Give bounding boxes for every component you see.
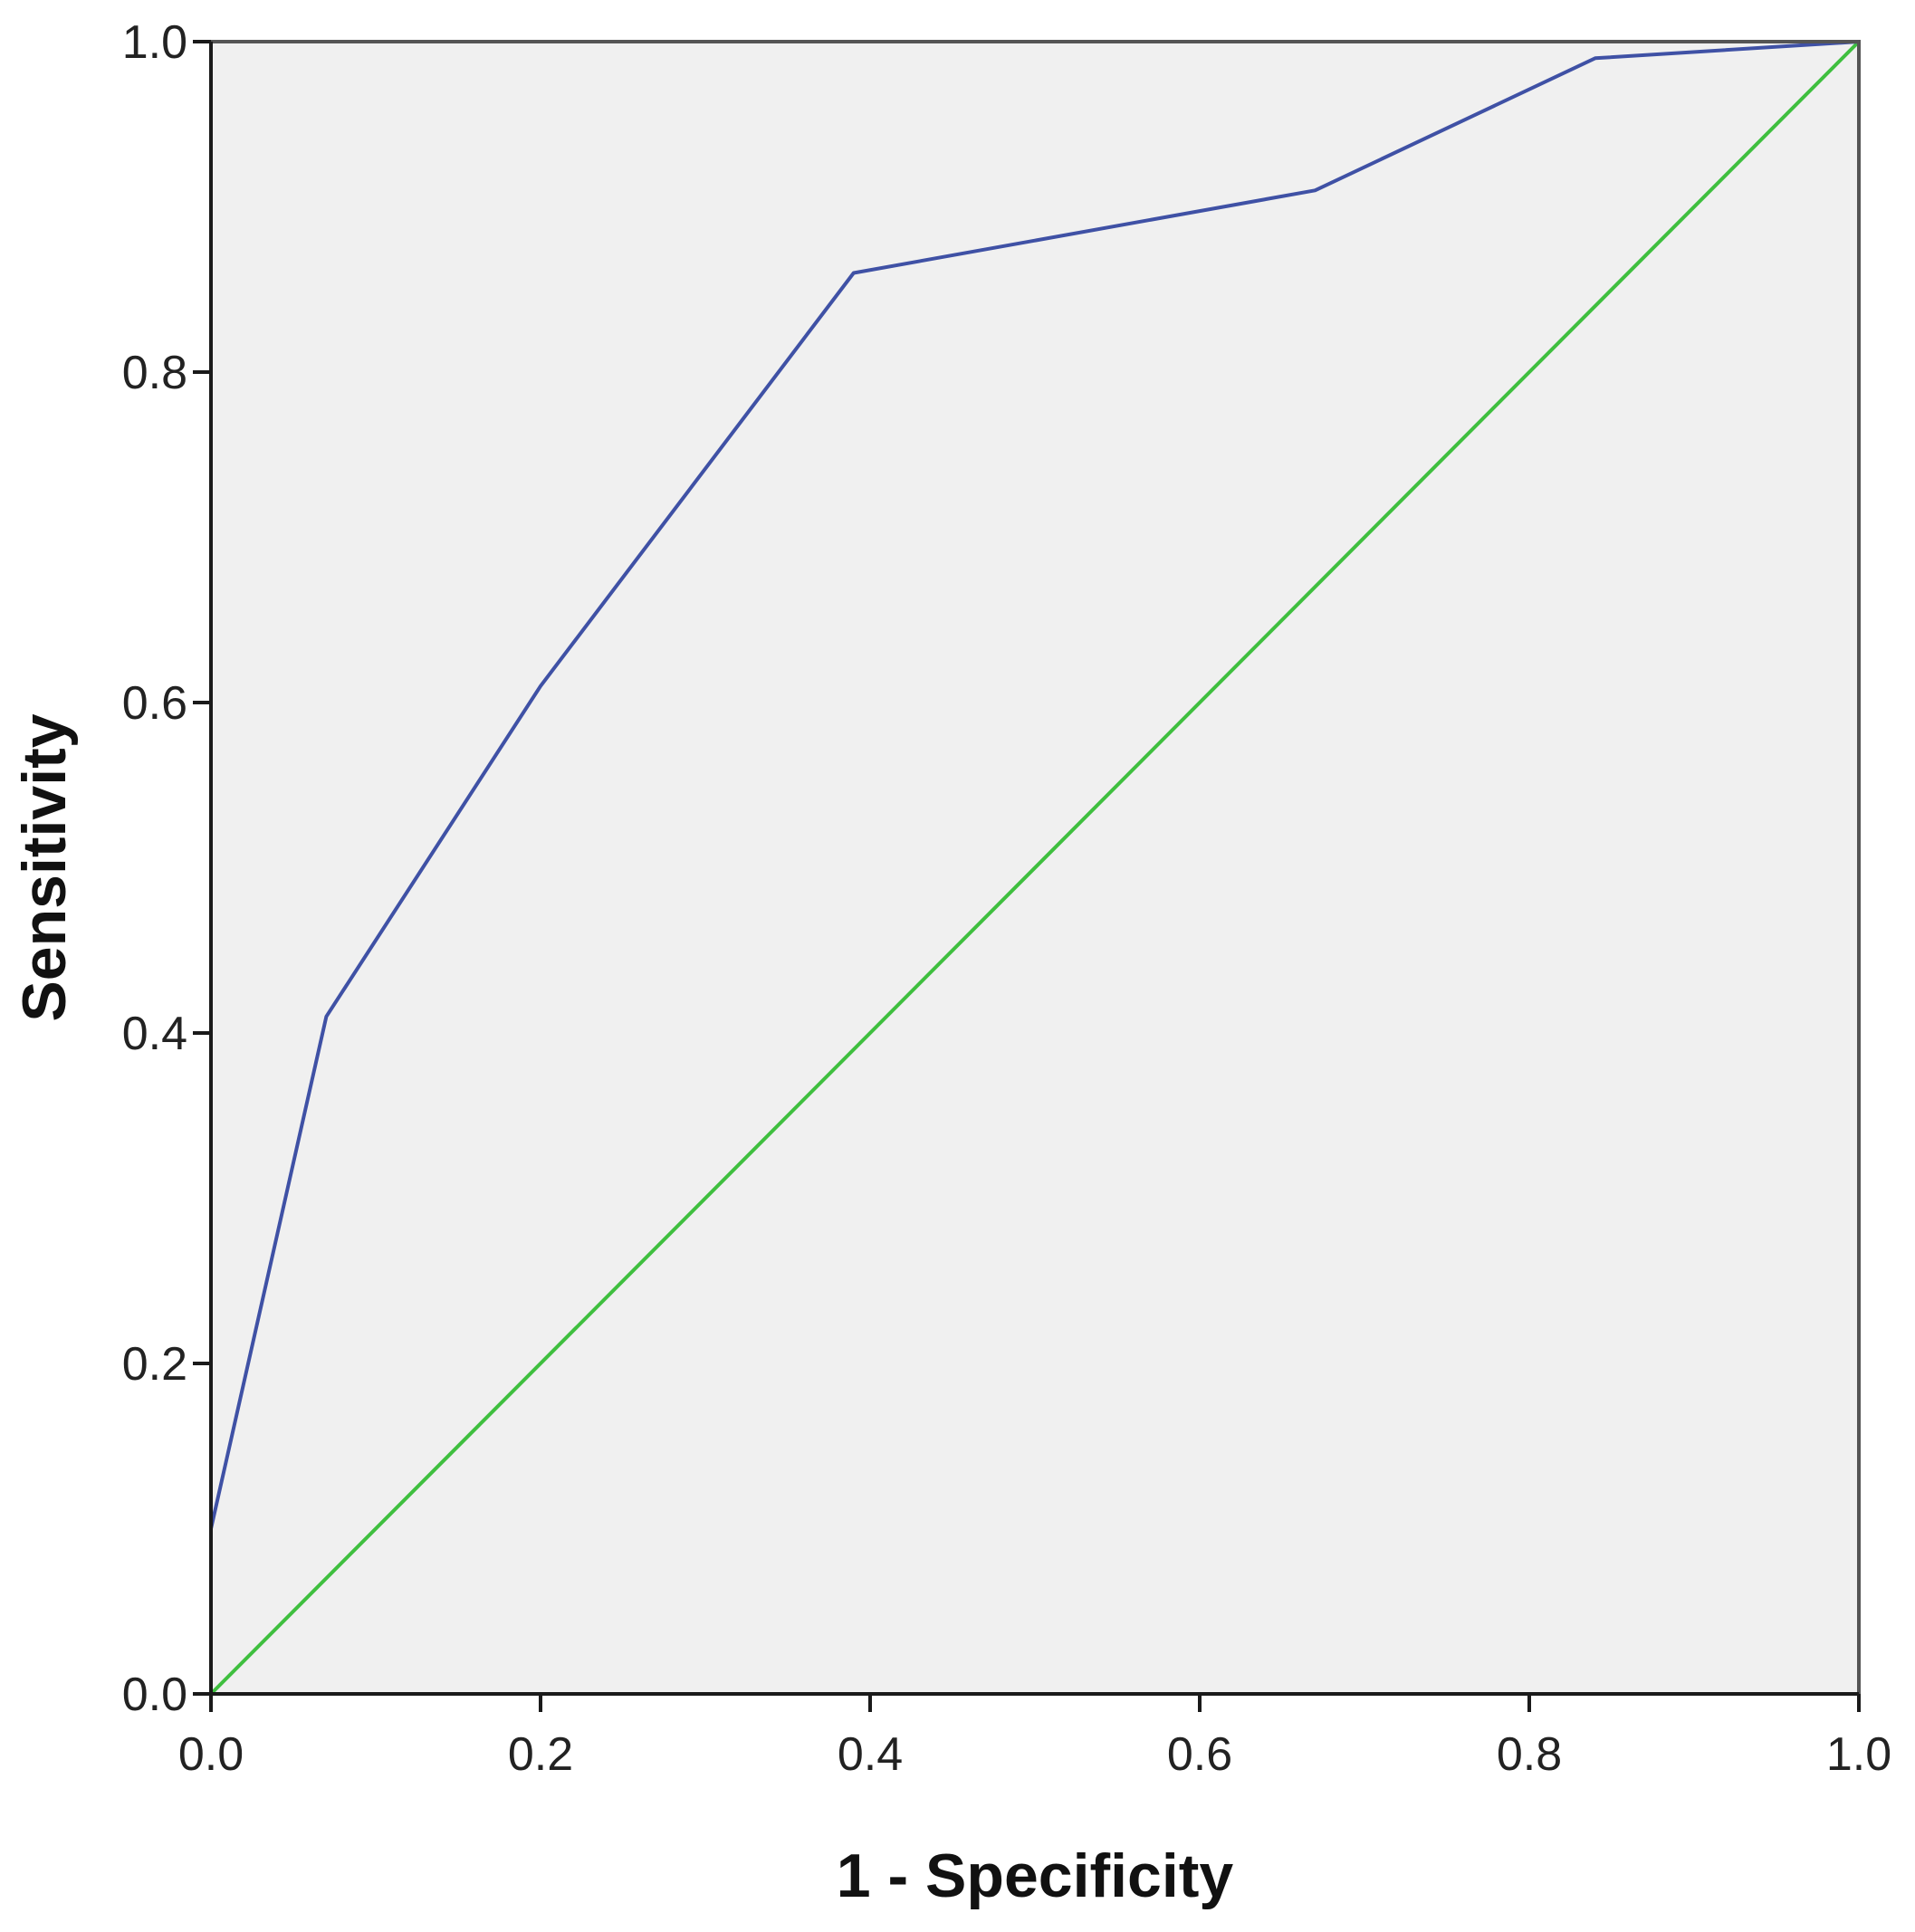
series-layer (209, 40, 1861, 1696)
x-tick-label: 0.2 (508, 1728, 573, 1781)
x-tick-label: 0.4 (838, 1728, 903, 1781)
x-tick-label: 0.8 (1497, 1728, 1562, 1781)
y-tick-label: 0.2 (122, 1338, 187, 1391)
y-tick-label: 0.0 (122, 1669, 187, 1721)
y-axis-title: Sensitivity (10, 713, 79, 1021)
y-tick-label: 0.4 (122, 1008, 187, 1060)
x-axis-title: 1 - Specificity (837, 1841, 1234, 1910)
y-tick-label: 0.6 (122, 677, 187, 730)
series-line-1 (209, 40, 1861, 1696)
x-tick-label: 1.0 (1826, 1728, 1891, 1781)
x-axis: 0.0 0.2 0.4 0.6 0.8 1.0 (178, 1692, 1891, 1781)
series-line-0 (209, 40, 1860, 1694)
x-tick-label: 0.0 (178, 1728, 244, 1781)
y-tick-label: 0.8 (122, 347, 187, 399)
x-tick-label: 0.6 (1167, 1728, 1232, 1781)
y-axis: 0.0 0.2 0.4 0.6 0.8 1.0 (122, 16, 213, 1721)
y-tick-label: 1.0 (122, 16, 187, 69)
